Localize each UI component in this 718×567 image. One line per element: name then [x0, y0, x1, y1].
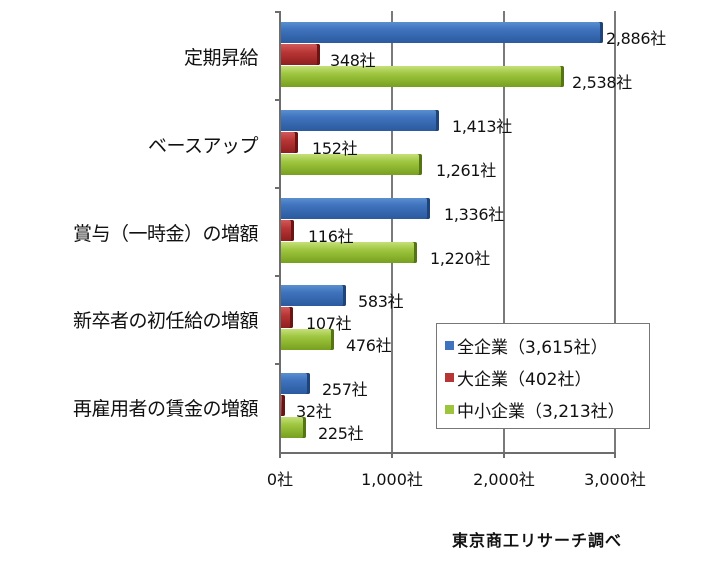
bar-all-companies	[281, 285, 346, 306]
value-label: 1,413社	[452, 117, 513, 136]
value-label: 476社	[346, 336, 392, 355]
value-label: 583社	[358, 292, 404, 311]
legend-swatch-green-icon	[445, 405, 454, 414]
legend-swatch-blue-icon	[445, 341, 454, 350]
value-label: 348社	[330, 51, 376, 70]
bar-sme	[281, 329, 334, 350]
gridline	[614, 11, 616, 454]
category-label: 定期昇給	[183, 47, 259, 69]
value-label: 2,886社	[606, 29, 667, 48]
legend-item-large: 大企業（402社）	[445, 365, 591, 390]
x-axis	[279, 452, 616, 454]
x-tick	[279, 452, 281, 458]
bar-large-companies	[281, 307, 293, 328]
gridline	[503, 11, 505, 454]
gridline	[391, 11, 393, 454]
bar-sme	[281, 417, 306, 438]
value-label: 152社	[312, 139, 358, 158]
y-tick	[275, 275, 281, 277]
bar-large-companies	[281, 44, 320, 65]
category-label: 再雇用者の賃金の増額	[72, 398, 259, 420]
x-tick	[391, 452, 393, 458]
bar-all-companies	[281, 110, 439, 131]
bar-large-companies	[281, 132, 298, 153]
value-label: 2,538社	[572, 73, 633, 92]
y-tick	[275, 363, 281, 365]
legend-label: 全企業（3,615社）	[457, 338, 608, 358]
value-label: 1,336社	[444, 205, 505, 224]
bar-sme	[281, 66, 564, 87]
value-label: 225社	[318, 424, 364, 443]
x-tick	[503, 452, 505, 458]
legend-label: 中小企業（3,213社）	[457, 402, 625, 422]
bar-sme	[281, 154, 422, 175]
value-label: 107社	[306, 314, 352, 333]
legend-label: 大企業（402社）	[457, 370, 592, 390]
value-label: 1,220社	[430, 249, 491, 268]
y-tick	[275, 11, 281, 13]
bar-large-companies	[281, 395, 285, 416]
x-tick-label: 0社	[266, 470, 294, 489]
y-tick	[275, 99, 281, 101]
value-label: 257社	[322, 380, 368, 399]
category-label: ベースアップ	[147, 135, 259, 157]
legend: 全企業（3,615社） 大企業（402社） 中小企業（3,213社）	[436, 323, 650, 429]
bar-all-companies	[281, 22, 603, 43]
x-tick-label: 2,000社	[473, 470, 535, 489]
legend-item-all: 全企業（3,615社）	[445, 333, 608, 358]
legend-swatch-red-icon	[445, 373, 454, 382]
x-tick-label: 3,000社	[584, 470, 646, 489]
bar-all-companies	[281, 198, 430, 219]
x-tick	[614, 452, 616, 458]
bar-large-companies	[281, 220, 294, 241]
category-label: 賞与（一時金）の増額	[72, 223, 259, 245]
bar-all-companies	[281, 373, 310, 394]
y-axis	[279, 11, 281, 454]
value-label: 1,261社	[436, 161, 497, 180]
category-label: 新卒者の初任給の増額	[72, 310, 259, 332]
legend-item-sme: 中小企業（3,213社）	[445, 397, 625, 422]
source-note: 東京商工リサーチ調べ	[452, 531, 623, 550]
value-label: 116社	[308, 227, 354, 246]
y-tick	[275, 187, 281, 189]
x-tick-label: 1,000社	[361, 470, 423, 489]
bar-sme	[281, 242, 417, 263]
value-label: 32社	[296, 402, 332, 421]
